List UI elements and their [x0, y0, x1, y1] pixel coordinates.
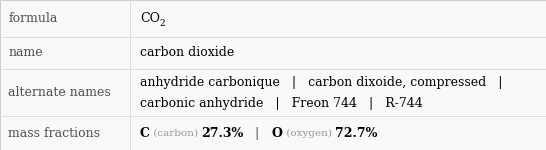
Text: anhydride carbonique   |   carbon dixoide, compressed   |: anhydride carbonique | carbon dixoide, c…	[140, 76, 502, 89]
Text: carbonic anhydride   |   Freon 744   |   R-744: carbonic anhydride | Freon 744 | R-744	[140, 96, 423, 110]
Text: formula: formula	[8, 12, 57, 25]
Text: (carbon): (carbon)	[150, 129, 201, 138]
Text: name: name	[8, 46, 43, 59]
Text: (oxygen): (oxygen)	[282, 129, 335, 138]
Text: 2: 2	[160, 19, 165, 28]
Text: 27.3%: 27.3%	[201, 127, 244, 140]
Text: carbon dioxide: carbon dioxide	[140, 46, 234, 59]
Text: 72.7%: 72.7%	[335, 127, 377, 140]
Text: mass fractions: mass fractions	[8, 127, 100, 140]
Text: CO: CO	[140, 12, 160, 25]
Text: O: O	[272, 127, 282, 140]
Text: |: |	[244, 127, 272, 140]
Text: C: C	[140, 127, 150, 140]
Text: alternate names: alternate names	[8, 86, 111, 99]
